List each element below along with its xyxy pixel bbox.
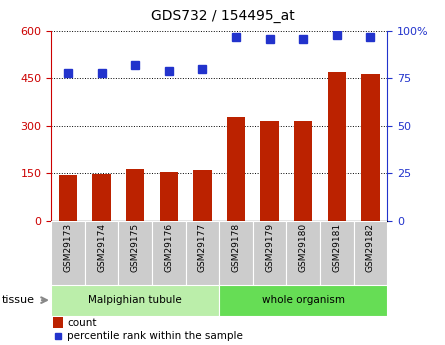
Bar <box>227 117 245 221</box>
Text: GSM29178: GSM29178 <box>231 223 240 272</box>
Bar <box>219 221 253 285</box>
Bar <box>219 285 387 316</box>
Bar <box>51 221 85 285</box>
Text: GDS732 / 154495_at: GDS732 / 154495_at <box>150 9 295 23</box>
Bar <box>186 221 219 285</box>
Bar <box>260 121 279 221</box>
Bar <box>361 75 380 221</box>
Text: count: count <box>67 318 97 328</box>
Bar <box>59 175 77 221</box>
Text: GSM29177: GSM29177 <box>198 223 207 272</box>
Text: GSM29176: GSM29176 <box>164 223 173 272</box>
Text: GSM29174: GSM29174 <box>97 223 106 272</box>
Bar <box>287 221 320 285</box>
Text: percentile rank within the sample: percentile rank within the sample <box>67 332 243 341</box>
Bar <box>253 221 287 285</box>
Bar <box>152 221 186 285</box>
Text: Malpighian tubule: Malpighian tubule <box>88 295 182 305</box>
Text: GSM29182: GSM29182 <box>366 223 375 272</box>
Bar <box>294 121 312 221</box>
Bar <box>193 170 212 221</box>
Text: GSM29180: GSM29180 <box>299 223 307 272</box>
Bar <box>126 169 145 221</box>
Bar <box>92 174 111 221</box>
Bar <box>328 72 346 221</box>
Bar <box>159 172 178 221</box>
Bar <box>51 285 219 316</box>
Bar <box>353 221 387 285</box>
Bar <box>118 221 152 285</box>
Bar <box>53 317 63 328</box>
Bar <box>320 221 354 285</box>
Text: GSM29179: GSM29179 <box>265 223 274 272</box>
Text: GSM29181: GSM29181 <box>332 223 341 272</box>
Text: tissue: tissue <box>2 295 35 305</box>
Text: GSM29175: GSM29175 <box>131 223 140 272</box>
Text: GSM29173: GSM29173 <box>64 223 73 272</box>
Bar <box>85 221 118 285</box>
Text: whole organism: whole organism <box>262 295 345 305</box>
